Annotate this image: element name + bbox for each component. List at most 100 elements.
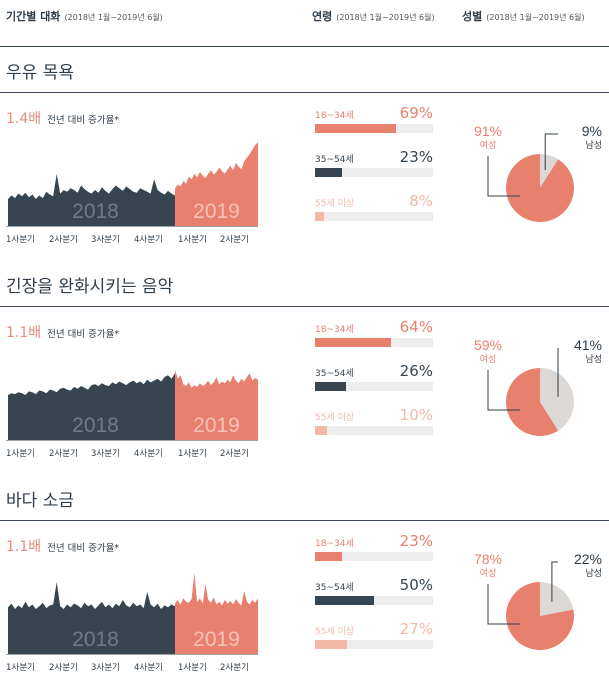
x-tick-label: 3사분기 <box>91 449 120 459</box>
pie-slice-female <box>506 582 575 650</box>
pie-slice-male <box>540 368 575 431</box>
male-percent: 22% <box>574 551 602 567</box>
growth-value: 1.1배 <box>6 325 42 341</box>
male-percent: 41% <box>574 337 602 353</box>
age-bar-fill <box>315 640 347 649</box>
male-label: 남성 <box>585 568 602 579</box>
female-leader-line <box>487 156 520 197</box>
area-2019 <box>175 369 258 440</box>
area-2018 <box>8 173 175 226</box>
growth-label: 전년 대비 증가율* <box>47 329 120 340</box>
age-label: 35~54세 <box>315 369 354 379</box>
female-percent: 78% <box>474 551 502 567</box>
age-bar-track <box>315 212 433 221</box>
gender-pie-chart: 22%남성 78%여성 <box>474 551 602 650</box>
area-2019 <box>175 142 258 226</box>
section-divider <box>0 92 609 93</box>
x-tick-label: 2사분기 <box>220 235 249 245</box>
age-row: 55세 이상 27% <box>315 620 435 659</box>
year-label-2019: 2019 <box>193 200 240 223</box>
chart-section-sea-salt: 바다 소금 1.1배 전년 대비 증가율* 2018 2019 1사분기 2사분기 3사분기 4… <box>0 474 609 689</box>
male-label: 남성 <box>585 354 602 365</box>
area-2019 <box>175 573 258 654</box>
growth-rate: 1.1배 전년 대비 증가율* <box>6 536 119 556</box>
growth-rate: 1.1배 전년 대비 증가율* <box>6 322 119 342</box>
age-bar-track <box>315 596 433 605</box>
gender-header-title: 성별 <box>462 10 483 23</box>
age-bar-fill <box>315 212 325 221</box>
pie-slice-male <box>540 582 574 616</box>
age-bar-fill <box>315 552 343 561</box>
age-bar-track <box>315 426 433 435</box>
age-label: 55세 이상 <box>315 413 355 423</box>
female-percent: 91% <box>474 123 502 139</box>
section-title: 긴장을 완화시키는 음악 <box>6 277 174 297</box>
x-tick-label: 2사분기 <box>49 235 78 245</box>
female-percent: 59% <box>474 337 502 353</box>
gender-pie-chart: 9%남성 91%여성 <box>474 123 602 222</box>
age-bar-track <box>315 382 433 391</box>
x-tick-label: 3사분기 <box>91 235 120 245</box>
age-label: 18~34세 <box>315 539 354 549</box>
section-divider <box>0 306 609 307</box>
x-tick-label: 1사분기 <box>6 663 35 673</box>
age-row: 18~34세 64% <box>315 318 435 357</box>
female-leader-line <box>487 584 520 625</box>
x-tick-label: 1사분기 <box>6 449 35 459</box>
x-tick-label: 1사분기 <box>6 235 35 245</box>
area-chart: 2018 2019 1사분기 2사분기 3사분기 4사분기 1사분기 2사분기 <box>6 142 258 245</box>
male-label: 남성 <box>585 140 602 151</box>
age-percent: 64% <box>399 318 433 336</box>
male-leader-line <box>544 133 558 170</box>
age-percent: 69% <box>399 104 433 122</box>
x-tick-label: 1사분기 <box>178 449 207 459</box>
chart-section-relaxing-music: 긴장을 완화시키는 음악 1.1배 전년 대비 증가율* 2018 2019 1사분기 2사… <box>0 260 609 475</box>
age-percent: 23% <box>399 532 433 550</box>
x-tick-label: 2사분기 <box>220 449 249 459</box>
area-2018 <box>8 373 175 440</box>
chart-section-milk-bath: 우유 목욕 1.4배 전년 대비 증가율* 2018 2019 1사분기 2사분기 3사분기 4… <box>0 46 609 261</box>
gender-header-range: (2018년 1월~2019년 6월) <box>486 13 585 22</box>
age-percent: 27% <box>399 620 433 638</box>
age-row: 35~54세 26% <box>315 362 435 401</box>
age-row: 18~34세 69% <box>315 104 435 143</box>
female-label: 여성 <box>480 353 497 365</box>
period-header-range: (2018년 1월~2019년 6월) <box>64 13 163 22</box>
x-tick-label: 2사분기 <box>49 663 78 673</box>
age-label: 18~34세 <box>315 111 354 121</box>
age-column-header: 연령 (2018년 1월~2019년 6월) <box>312 8 435 24</box>
age-percent: 50% <box>399 576 433 594</box>
x-tick-label: 2사분기 <box>220 663 249 673</box>
growth-value: 1.1배 <box>6 539 42 555</box>
age-bar-track <box>315 552 433 561</box>
female-leader-line <box>487 370 520 411</box>
age-bar-track <box>315 168 433 177</box>
year-label-2018: 2018 <box>72 200 119 223</box>
x-tick-label: 1사분기 <box>178 235 207 245</box>
age-bar-fill <box>315 168 343 177</box>
area-2018 <box>8 582 175 654</box>
x-tick-label: 1사분기 <box>178 663 207 673</box>
pie-slice-male <box>540 154 559 188</box>
pie-slice-female <box>506 368 559 436</box>
section-title: 바다 소금 <box>6 491 74 511</box>
age-bar-fill <box>315 382 346 391</box>
period-column-header: 기간별 대화 (2018년 1월~2019년 6월) <box>6 8 163 24</box>
age-label: 35~54세 <box>315 583 354 593</box>
age-row: 55세 이상 8% <box>315 192 435 231</box>
age-bar-fill <box>315 596 374 605</box>
x-tick-label: 4사분기 <box>134 449 163 459</box>
age-label: 55세 이상 <box>315 199 355 209</box>
age-header-title: 연령 <box>312 10 333 23</box>
male-leader-line <box>551 561 558 602</box>
period-header-title: 기간별 대화 <box>6 10 61 23</box>
age-bar-track <box>315 338 433 347</box>
pie-slice-female <box>506 154 575 222</box>
age-header-range: (2018년 1월~2019년 6월) <box>336 13 435 22</box>
header-bar: 기간별 대화 (2018년 1월~2019년 6월) 연령 (2018년 1월~20… <box>0 0 609 47</box>
year-label-2018: 2018 <box>72 414 119 437</box>
section-divider <box>0 520 609 521</box>
growth-rate: 1.4배 전년 대비 증가율* <box>6 108 119 128</box>
age-label: 55세 이상 <box>315 627 355 637</box>
age-row: 35~54세 23% <box>315 148 435 187</box>
